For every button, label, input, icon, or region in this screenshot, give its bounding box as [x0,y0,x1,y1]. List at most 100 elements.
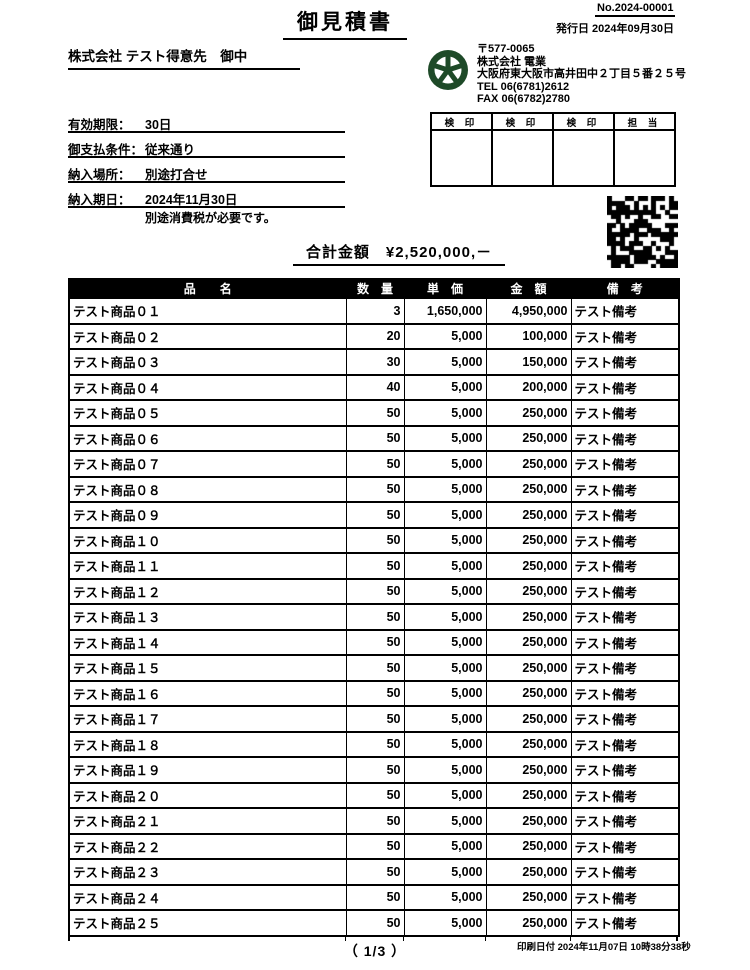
cell-qty: 50 [345,705,405,733]
cell-name: テスト商品１０ [68,526,347,554]
cell-name: テスト商品０４ [68,373,347,401]
table-row: テスト商品１２ 50 5,000 250,000 テスト備考 [68,577,680,605]
table-row: テスト商品２４ 50 5,000 250,000 テスト備考 [68,883,680,911]
cell-amount: 250,000 [485,552,572,580]
cell-amount: 250,000 [485,679,572,707]
cell-qty: 50 [345,730,405,758]
cell-unit: 5,000 [403,858,487,886]
cell-amount: 250,000 [485,883,572,911]
table-row: テスト商品０３ 30 5,000 150,000 テスト備考 [68,348,680,376]
cell-unit: 5,000 [403,705,487,733]
term-label: 御支払条件： [68,143,144,157]
term-delivery-place: 納入場所： 別途打合せ [68,162,345,183]
cell-note: テスト備考 [570,526,680,554]
cell-name: テスト商品１９ [68,756,347,784]
stamp-header-inspection-2: 検 印 [491,112,554,131]
company-logo [427,49,469,91]
cell-amount: 250,000 [485,603,572,631]
stamp-cell [430,129,493,187]
cell-qty: 50 [345,909,405,937]
term-delivery-date: 納入期日： 2024年11月30日 [68,187,345,208]
term-payment: 御支払条件： 従来通り [68,137,345,158]
approval-stamp-table: 検 印 検 印 検 印 担 当 [430,112,676,187]
cell-note: テスト備考 [570,781,680,809]
cell-amount: 250,000 [485,450,572,478]
term-label: 納入場所： [68,168,131,182]
header-quantity: 数 量 [345,278,405,299]
cell-unit: 5,000 [403,526,487,554]
table-row: テスト商品２５ 50 5,000 250,000 テスト備考 [68,909,680,937]
cell-note: テスト備考 [570,348,680,376]
cell-qty: 50 [345,577,405,605]
cell-qty: 40 [345,373,405,401]
table-row: テスト商品０８ 50 5,000 250,000 テスト備考 [68,475,680,503]
table-row: テスト商品１６ 50 5,000 250,000 テスト備考 [68,679,680,707]
cell-unit: 5,000 [403,348,487,376]
issue-date: 発行日 2024年09月30日 [556,23,674,35]
cell-name: テスト商品２２ [68,832,347,860]
cell-qty: 50 [345,450,405,478]
page-number: （ 1/3 ） [343,943,407,959]
cell-amount: 250,000 [485,475,572,503]
cell-amount: 250,000 [485,654,572,682]
cell-unit: 5,000 [403,475,487,503]
cell-qty: 50 [345,475,405,503]
cell-note: テスト備考 [570,373,680,401]
cell-unit: 5,000 [403,909,487,937]
cell-unit: 5,000 [403,679,487,707]
table-row: テスト商品０４ 40 5,000 200,000 テスト備考 [68,373,680,401]
term-value: 30日 [145,118,172,132]
cell-name: テスト商品１６ [68,679,347,707]
table-row: テスト商品２２ 50 5,000 250,000 テスト備考 [68,832,680,860]
cell-name: テスト商品２１ [68,807,347,835]
cell-qty: 50 [345,883,405,911]
cell-amount: 250,000 [485,705,572,733]
stamp-header-row: 検 印 検 印 検 印 担 当 [430,112,676,131]
cell-note: テスト備考 [570,322,680,350]
cell-amount: 150,000 [485,348,572,376]
table-row: テスト商品１８ 50 5,000 250,000 テスト備考 [68,730,680,758]
total-amount: 合計金額 ¥2,520,000,－ [293,241,505,266]
term-value: 従来通り [145,143,196,157]
wheel-logo-icon [428,50,468,90]
cell-amount: 250,000 [485,730,572,758]
table-row: テスト商品０２ 20 5,000 100,000 テスト備考 [68,322,680,350]
table-row: テスト商品１０ 50 5,000 250,000 テスト備考 [68,526,680,554]
cell-qty: 50 [345,603,405,631]
cell-qty: 50 [345,832,405,860]
tax-note: 別途消費税が必要です。 [145,211,276,225]
table-row: テスト商品１１ 50 5,000 250,000 テスト備考 [68,552,680,580]
header-unit-price: 単 価 [403,278,487,299]
cell-note: テスト備考 [570,424,680,452]
cell-unit: 5,000 [403,552,487,580]
table-row: テスト商品０６ 50 5,000 250,000 テスト備考 [68,424,680,452]
cell-amount: 4,950,000 [485,297,572,325]
company-name: 株式会社 電業 [477,55,547,68]
cell-amount: 250,000 [485,807,572,835]
cell-amount: 250,000 [485,832,572,860]
table-row: テスト商品１４ 50 5,000 250,000 テスト備考 [68,628,680,656]
cell-note: テスト備考 [570,501,680,529]
cell-qty: 50 [345,807,405,835]
cell-amount: 200,000 [485,373,572,401]
cell-qty: 50 [345,858,405,886]
cell-name: テスト商品１７ [68,705,347,733]
cell-name: テスト商品０１ [68,297,347,325]
term-label: 納入期日： [68,193,131,207]
items-header-row: 品 名 数 量 単 価 金 額 備 考 [68,278,680,299]
cell-name: テスト商品１２ [68,577,347,605]
cell-qty: 3 [345,297,405,325]
table-row: テスト商品１３ 50 5,000 250,000 テスト備考 [68,603,680,631]
header-remarks: 備 考 [570,278,680,299]
cell-amount: 250,000 [485,756,572,784]
cell-note: テスト備考 [570,603,680,631]
cell-note: テスト備考 [570,705,680,733]
qr-code [607,196,678,268]
cell-qty: 30 [345,348,405,376]
cell-name: テスト商品０６ [68,424,347,452]
cell-amount: 250,000 [485,526,572,554]
table-row: テスト商品２０ 50 5,000 250,000 テスト備考 [68,781,680,809]
stamp-cell [552,129,615,187]
cell-note: テスト備考 [570,756,680,784]
